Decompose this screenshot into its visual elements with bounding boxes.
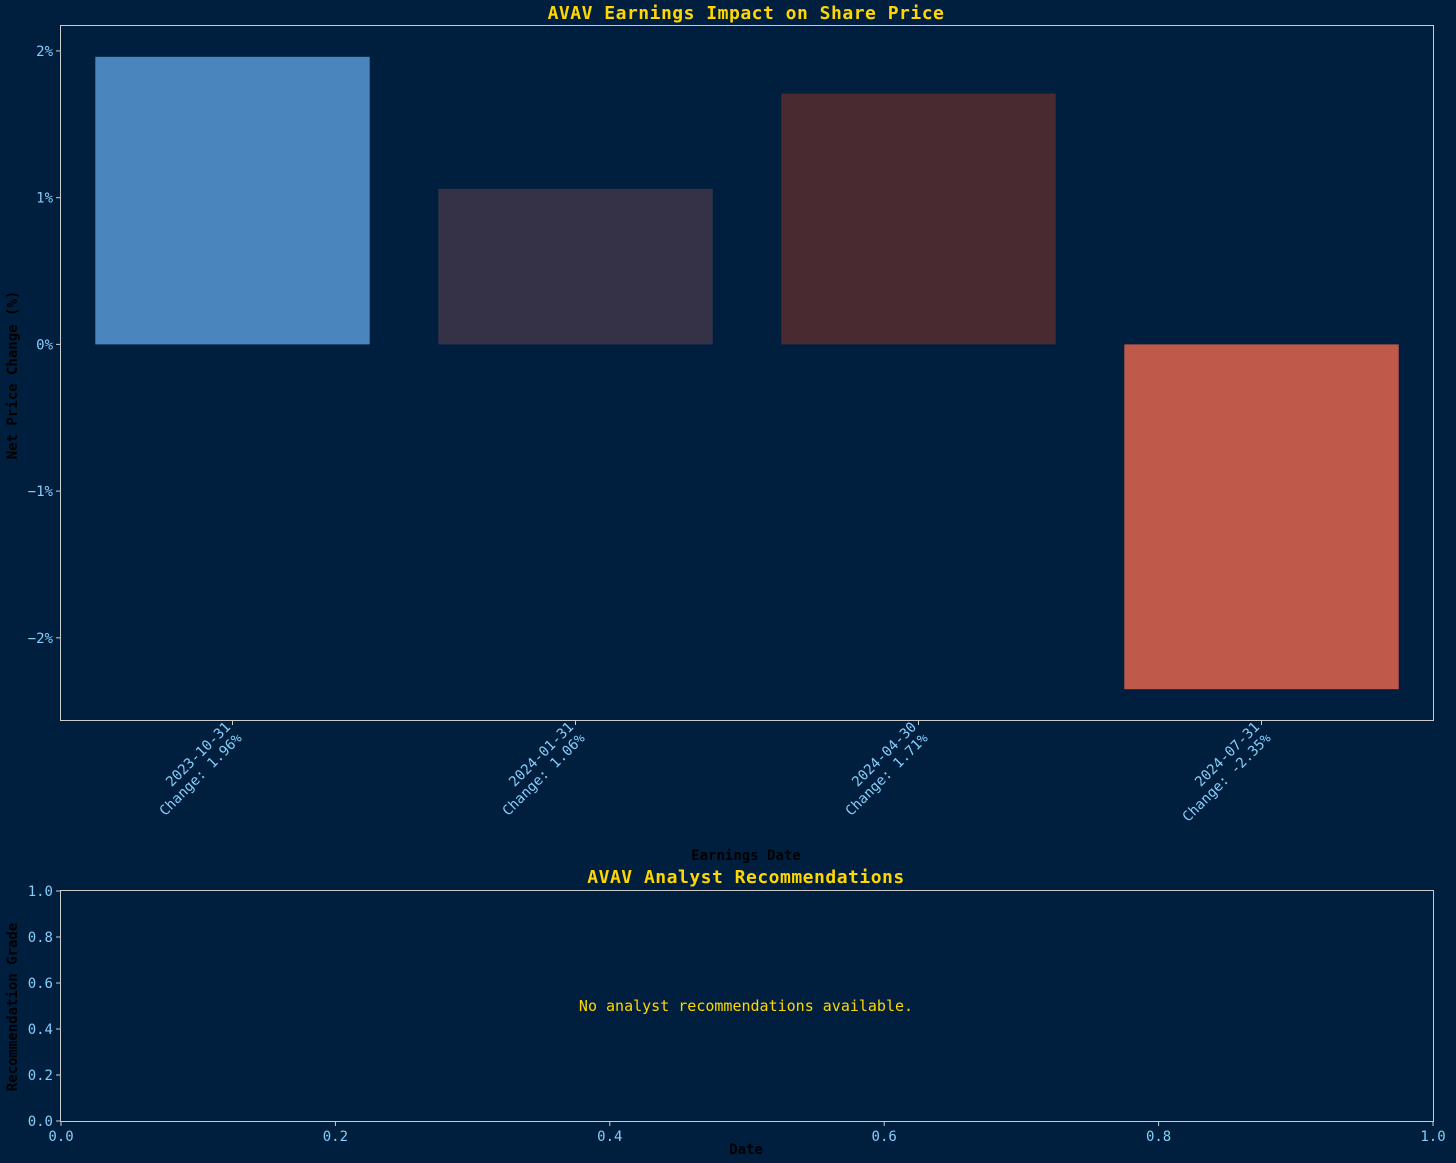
y-tick-label: 0% bbox=[36, 337, 53, 353]
x-axis-ticks: 0.0 0.2 0.4 0.6 0.8 1.0 bbox=[48, 1121, 1446, 1145]
bar-2024-04-30 bbox=[781, 93, 1056, 345]
x-tick-label: 0.2 bbox=[323, 1129, 348, 1145]
bar-2024-01-31 bbox=[438, 188, 713, 345]
x-axis-ticks: 2023-10-31Change: 1.96% 2024-01-31Change:… bbox=[145, 719, 1275, 825]
earnings-impact-chart: AVAV Earnings Impact on Share Price −2%−… bbox=[5, 3, 1434, 864]
y-tick-label: 2% bbox=[36, 44, 53, 60]
chart-title: AVAV Analyst Recommendations bbox=[587, 867, 904, 888]
x-tick-label: 0.0 bbox=[48, 1129, 73, 1145]
y-tick-label: 0.0 bbox=[28, 1114, 53, 1130]
y-tick-label: 1.0 bbox=[28, 884, 53, 900]
chart-title: AVAV Earnings Impact on Share Price bbox=[548, 3, 945, 24]
y-axis-ticks: −2% −1% 0% 1% 2% bbox=[28, 44, 61, 647]
y-tick-label: −2% bbox=[28, 631, 54, 647]
x-axis-label: Earnings Date bbox=[691, 848, 801, 864]
no-data-message: No analyst recommendations available. bbox=[579, 997, 913, 1015]
y-tick-label: −1% bbox=[28, 484, 54, 500]
y-tick-label: 0.4 bbox=[28, 1022, 53, 1038]
y-tick-label: 0.2 bbox=[28, 1068, 53, 1084]
bar-2024-07-31 bbox=[1124, 344, 1399, 690]
x-tick-label: 0.8 bbox=[1146, 1129, 1171, 1145]
y-axis-ticks: 0.0 0.2 0.4 0.6 0.8 1.0 bbox=[28, 884, 61, 1130]
y-axis-label: Recommendation Grade bbox=[5, 923, 21, 1092]
x-axis-label: Date bbox=[729, 1142, 763, 1158]
x-tick-label: 2024-07-31Change: -2.35% bbox=[1168, 719, 1275, 825]
x-tick-label-text: 2023-10-31Change: 1.96% bbox=[145, 719, 246, 820]
bars-group bbox=[95, 56, 1399, 690]
x-tick-label-text: 2024-07-31Change: -2.35% bbox=[1168, 719, 1274, 825]
analyst-recommendations-chart: AVAV Analyst Recommendations 0.0 0.2 0.4 0.… bbox=[5, 867, 1446, 1158]
y-tick-label: 0.6 bbox=[28, 976, 53, 992]
x-tick-label: 0.6 bbox=[872, 1129, 897, 1145]
y-tick-label: 0.8 bbox=[28, 930, 53, 946]
y-tick-label: 1% bbox=[36, 191, 53, 207]
bar-2023-10-31 bbox=[95, 56, 370, 345]
x-tick-label: 0.4 bbox=[597, 1129, 622, 1145]
x-tick-label: 1.0 bbox=[1420, 1129, 1445, 1145]
x-tick-label: 2024-01-31Change: 1.06% bbox=[488, 719, 589, 820]
y-axis-label: Net Price Change (%) bbox=[5, 291, 21, 460]
x-tick-label: 2023-10-31Change: 1.96% bbox=[145, 719, 246, 820]
x-tick-label-text: 2024-04-30Change: 1.71% bbox=[831, 719, 932, 820]
x-tick-label-text: 2024-01-31Change: 1.06% bbox=[488, 719, 589, 820]
plot-frame bbox=[60, 25, 1434, 721]
plot-frame bbox=[60, 890, 1434, 1122]
x-tick-label: 2024-04-30Change: 1.71% bbox=[831, 719, 932, 820]
